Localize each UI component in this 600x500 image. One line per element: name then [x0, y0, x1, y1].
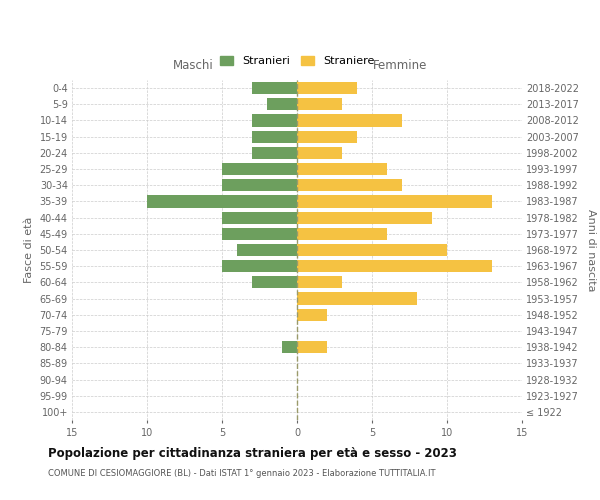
Bar — [297, 212, 432, 224]
Bar — [252, 114, 297, 126]
Text: Popolazione per cittadinanza straniera per età e sesso - 2023: Popolazione per cittadinanza straniera p… — [48, 448, 457, 460]
Bar — [297, 98, 342, 110]
Text: Femmine: Femmine — [373, 58, 428, 71]
Bar — [222, 179, 297, 192]
Bar — [297, 341, 327, 353]
Bar — [297, 147, 342, 159]
Y-axis label: Fasce di età: Fasce di età — [24, 217, 34, 283]
Bar — [297, 276, 342, 288]
Y-axis label: Anni di nascita: Anni di nascita — [586, 209, 596, 291]
Bar — [252, 82, 297, 94]
Bar — [222, 212, 297, 224]
Bar — [297, 130, 357, 142]
Bar — [297, 196, 492, 207]
Bar — [297, 114, 402, 126]
Text: COMUNE DI CESIOMAGGIORE (BL) - Dati ISTAT 1° gennaio 2023 - Elaborazione TUTTITA: COMUNE DI CESIOMAGGIORE (BL) - Dati ISTA… — [48, 469, 436, 478]
Bar — [222, 228, 297, 240]
Bar — [297, 163, 387, 175]
Bar — [282, 341, 297, 353]
Bar — [222, 163, 297, 175]
Text: Maschi: Maschi — [173, 58, 214, 71]
Bar — [297, 179, 402, 192]
Bar — [222, 260, 297, 272]
Bar — [297, 82, 357, 94]
Bar — [297, 228, 387, 240]
Bar — [297, 244, 447, 256]
Bar — [252, 147, 297, 159]
Legend: Stranieri, Straniere: Stranieri, Straniere — [215, 52, 379, 71]
Bar — [252, 276, 297, 288]
Bar — [252, 130, 297, 142]
Bar — [297, 260, 492, 272]
Bar — [147, 196, 297, 207]
Bar — [237, 244, 297, 256]
Bar — [267, 98, 297, 110]
Bar — [297, 292, 417, 304]
Bar — [297, 308, 327, 321]
